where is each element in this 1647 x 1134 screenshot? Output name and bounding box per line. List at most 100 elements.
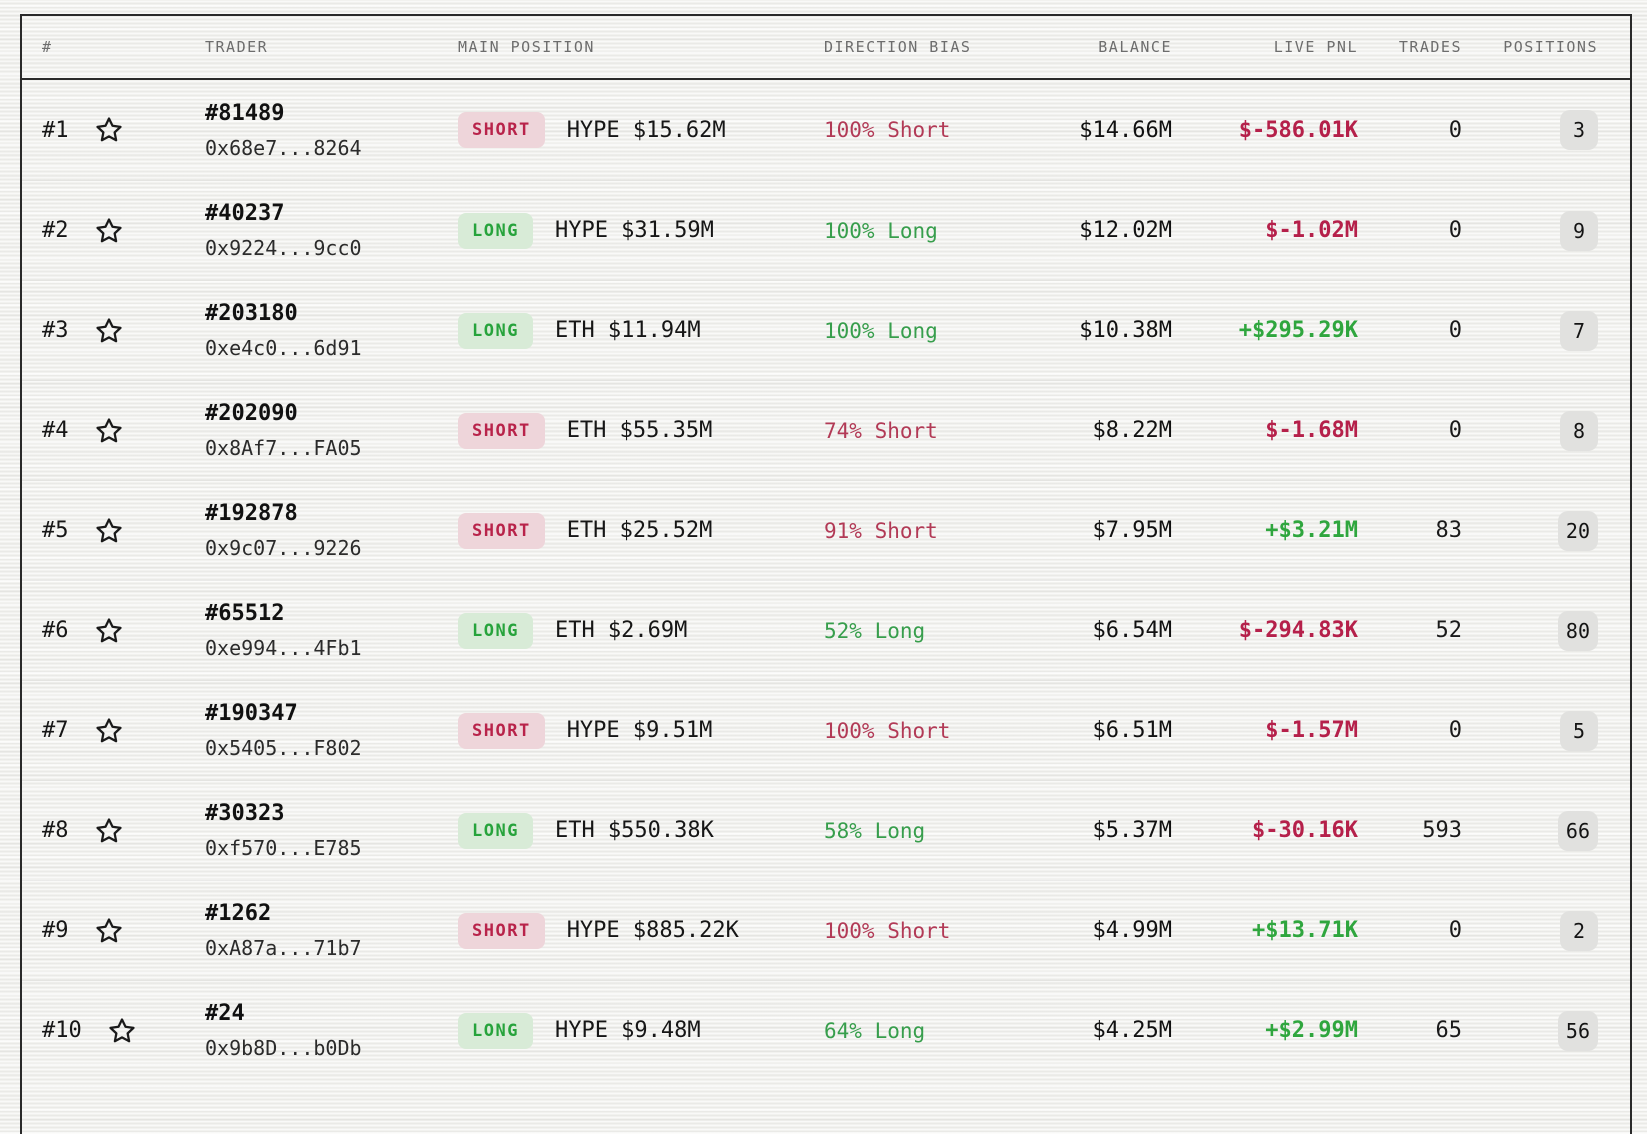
balance-value: $5.37M [1092, 818, 1172, 843]
side-badge: SHORT [458, 912, 545, 949]
trader-row[interactable]: #5 #192878 0x9c07...9226 SHORT ETH $25.5… [22, 480, 1630, 580]
side-badge: SHORT [458, 512, 545, 549]
favorite-star-icon[interactable] [94, 316, 124, 346]
live-pnl-value: $-1.02M [1265, 218, 1358, 243]
trader-id: #203180 [205, 301, 298, 326]
favorite-star-icon[interactable] [94, 115, 124, 145]
live-pnl-value: +$13.71K [1252, 918, 1358, 943]
positions-count-badge: 2 [1560, 910, 1598, 951]
trades-count: 0 [1448, 218, 1462, 243]
main-position-value: ETH $25.52M [566, 518, 713, 543]
positions-count-badge: 9 [1560, 210, 1598, 251]
balance-value: $4.25M [1092, 1018, 1172, 1043]
direction-bias: 91% Short [824, 518, 938, 543]
trader-address: 0xA87a...71b7 [205, 936, 362, 960]
rank-label: #3 [42, 318, 69, 343]
main-position-value: HYPE $9.48M [554, 1018, 701, 1043]
trader-id: #190347 [205, 701, 298, 726]
live-pnl-value: $-294.83K [1238, 618, 1358, 643]
direction-bias: 64% Long [824, 1018, 926, 1043]
side-badge: LONG [458, 312, 533, 349]
main-position-value: HYPE $885.22K [566, 918, 739, 943]
positions-count-badge: 20 [1557, 510, 1598, 551]
trader-row[interactable]: #4 #202090 0x8Af7...FA05 SHORT ETH $55.3… [22, 380, 1630, 480]
trader-row[interactable]: #9 #1262 0xA87a...71b7 SHORT HYPE $885.2… [22, 880, 1630, 980]
trader-row[interactable]: #3 #203180 0xe4c0...6d91 LONG ETH $11.94… [22, 280, 1630, 380]
direction-bias: 100% Long [824, 318, 938, 343]
trader-address: 0x8Af7...FA05 [205, 436, 362, 460]
rank-label: #4 [42, 418, 69, 443]
header-main-position: MAIN POSITION [458, 38, 595, 56]
trader-address: 0xe994...4Fb1 [205, 636, 362, 660]
balance-value: $8.22M [1092, 418, 1172, 443]
side-badge: SHORT [458, 412, 545, 449]
trader-row[interactable]: #6 #65512 0xe994...4Fb1 LONG ETH $2.69M … [22, 580, 1630, 680]
trades-count: 0 [1448, 318, 1462, 343]
trader-row[interactable]: #2 #40237 0x9224...9cc0 LONG HYPE $31.59… [22, 180, 1630, 280]
trades-count: 0 [1448, 918, 1462, 943]
favorite-star-icon[interactable] [94, 716, 124, 746]
header-rank: # [42, 38, 53, 56]
header-trader: TRADER [205, 38, 269, 56]
trades-count: 0 [1448, 718, 1462, 743]
positions-count-badge: 56 [1557, 1010, 1598, 1051]
main-position-value: HYPE $9.51M [566, 718, 713, 743]
trades-count: 0 [1448, 418, 1462, 443]
favorite-star-icon[interactable] [107, 1016, 137, 1046]
rank-label: #10 [42, 1018, 82, 1043]
trader-address: 0x5405...F802 [205, 736, 362, 760]
side-badge: LONG [458, 1012, 533, 1049]
side-badge: LONG [458, 612, 533, 649]
trader-address: 0x68e7...8264 [205, 135, 362, 160]
trader-row[interactable]: #1 #81489 0x68e7...8264 SHORT HYPE $15.6… [22, 80, 1630, 180]
main-position-value: ETH $550.38K [554, 818, 714, 843]
balance-value: $14.66M [1079, 117, 1172, 143]
direction-bias: 100% Long [824, 218, 938, 243]
favorite-star-icon[interactable] [94, 216, 124, 246]
trader-address: 0xe4c0...6d91 [205, 336, 362, 360]
live-pnl-value: $-30.16K [1252, 818, 1358, 843]
trader-address: 0xf570...E785 [205, 836, 362, 860]
side-badge: LONG [458, 212, 533, 249]
trader-id: #24 [205, 1001, 245, 1026]
trades-count: 83 [1435, 518, 1463, 543]
trader-id: #192878 [205, 501, 298, 526]
live-pnl-value: $-1.68M [1265, 418, 1358, 443]
trader-id: #30323 [205, 801, 285, 826]
positions-count-badge: 7 [1560, 310, 1598, 351]
live-pnl-value: $-586.01K [1238, 117, 1358, 143]
favorite-star-icon[interactable] [94, 516, 124, 546]
traders-leaderboard-table: # TRADER MAIN POSITION DIRECTION BIAS BA… [20, 14, 1632, 1134]
trader-address: 0x9224...9cc0 [205, 236, 362, 260]
live-pnl-value: $-1.57M [1265, 718, 1358, 743]
main-position-value: ETH $55.35M [566, 418, 713, 443]
trader-row[interactable]: #8 #30323 0xf570...E785 LONG ETH $550.38… [22, 780, 1630, 880]
positions-count-badge: 3 [1560, 110, 1598, 150]
trader-row[interactable]: #7 #190347 0x5405...F802 SHORT HYPE $9.5… [22, 680, 1630, 780]
favorite-star-icon[interactable] [94, 616, 124, 646]
balance-value: $6.51M [1092, 718, 1172, 743]
direction-bias: 52% Long [824, 618, 926, 643]
trades-count: 593 [1422, 818, 1462, 843]
rank-label: #7 [42, 718, 69, 743]
rank-label: #6 [42, 618, 69, 643]
side-badge: SHORT [458, 112, 545, 148]
table-header-row: # TRADER MAIN POSITION DIRECTION BIAS BA… [22, 16, 1630, 80]
favorite-star-icon[interactable] [94, 416, 124, 446]
balance-value: $7.95M [1092, 518, 1172, 543]
positions-count-badge: 66 [1557, 810, 1598, 851]
trades-count: 52 [1435, 618, 1463, 643]
rank-label: #5 [42, 518, 69, 543]
favorite-star-icon[interactable] [94, 816, 124, 846]
positions-count-badge: 8 [1560, 410, 1598, 451]
side-badge: SHORT [458, 712, 545, 749]
live-pnl-value: +$295.29K [1238, 318, 1358, 343]
favorite-star-icon[interactable] [94, 916, 124, 946]
trader-row[interactable]: #10 #24 0x9b8D...b0Db LONG HYPE $9.48M 6… [22, 980, 1630, 1080]
direction-bias: 100% Short [824, 918, 951, 943]
balance-value: $10.38M [1079, 318, 1172, 343]
header-direction-bias: DIRECTION BIAS [824, 38, 972, 56]
trader-id: #1262 [205, 901, 272, 926]
trader-id: #40237 [205, 201, 285, 226]
side-badge: LONG [458, 812, 533, 849]
